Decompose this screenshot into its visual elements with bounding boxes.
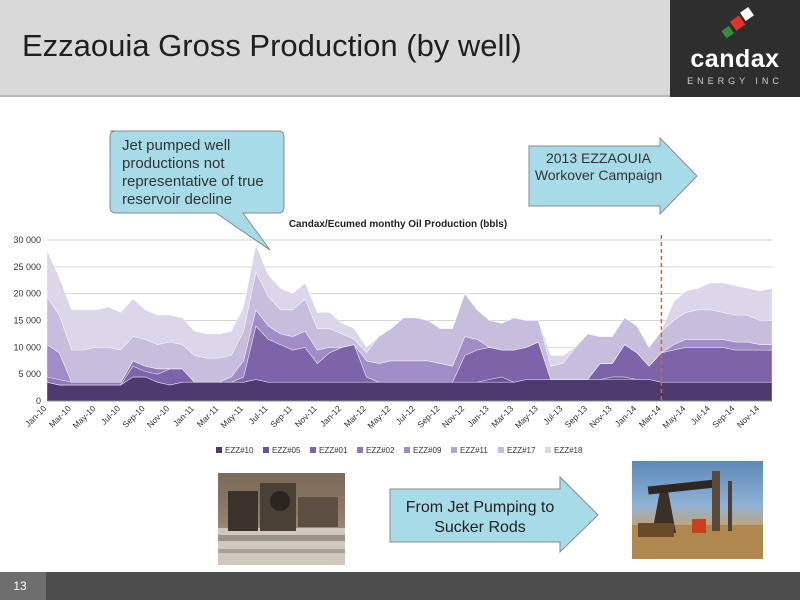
y-tick-label: 0 [36, 396, 41, 406]
header-bar [0, 0, 670, 95]
pumpjack-photo [632, 461, 763, 559]
page-number: 13 [13, 579, 27, 593]
x-tick-label: Sep-11 [268, 403, 294, 429]
footer-bar [0, 572, 800, 600]
logo-name: candax [690, 45, 780, 73]
x-tick-label: Nov-14 [735, 403, 762, 430]
legend-label: EZZ#05 [272, 446, 301, 455]
company-logo: candax ENERGY INC [670, 0, 800, 97]
area-series-ezz18 [46, 244, 773, 367]
x-tick-label: Sep-12 [415, 403, 442, 430]
y-tick-label: 10 000 [13, 342, 41, 352]
jet-pumped-callout-text: Jet pumped well productions not represen… [122, 137, 264, 208]
x-tick-label: Jul-13 [541, 403, 565, 427]
legend-swatch [263, 447, 269, 453]
x-tick-label: Sep-14 [710, 403, 737, 430]
jet-pumped-callout [109, 130, 285, 251]
legend-swatch [498, 447, 504, 453]
x-tick-label: Nov-12 [440, 403, 467, 430]
x-tick-label: Mar-10 [47, 403, 73, 429]
legend-label: EZZ#10 [225, 446, 254, 455]
x-tick-label: Jan-11 [171, 403, 196, 428]
legend-swatch [404, 447, 410, 453]
workover-campaign-text: 2013 EZZAOUIA Workover Campaign [534, 150, 663, 183]
legend-label: EZZ#01 [319, 446, 348, 455]
y-tick-label: 25 000 [13, 262, 41, 272]
x-tick-label: Nov-13 [587, 403, 614, 430]
x-tick-label: Sep-13 [563, 403, 590, 430]
x-tick-label: May-11 [218, 403, 245, 430]
legend-label: EZZ#11 [460, 446, 488, 455]
legend-swatch [545, 447, 551, 453]
x-tick-label: May-12 [365, 403, 392, 430]
legend-label: EZZ#17 [507, 446, 536, 455]
x-tick-label: Nov-11 [293, 403, 319, 429]
header-divider [0, 95, 670, 97]
x-tick-label: Jul-14 [689, 403, 713, 427]
x-tick-label: Jul-12 [394, 403, 418, 427]
sucker-rods-text: From Jet Pumping to Sucker Rods [405, 499, 555, 536]
legend-swatch [310, 447, 316, 453]
slide-title: Ezzaouia Gross Production (by well) [22, 28, 522, 63]
sucker-rods-arrow [389, 475, 599, 554]
x-tick-label: May-14 [660, 403, 687, 430]
logo-mark-icon [721, 7, 754, 39]
x-tick-label: Mar-14 [637, 403, 663, 429]
x-tick-label: Jul-11 [247, 403, 270, 426]
x-tick-label: Mar-13 [489, 403, 515, 429]
jet-pump-photo [218, 473, 345, 565]
y-tick-label: 30 000 [13, 235, 41, 245]
x-tick-label: Jan-13 [465, 403, 491, 429]
y-tick-label: 20 000 [13, 289, 41, 299]
y-tick-label: 15 000 [13, 316, 41, 326]
legend-label: EZZ#09 [413, 446, 442, 455]
x-tick-label: Mar-11 [195, 403, 221, 429]
x-tick-label: Jan-12 [318, 403, 344, 429]
legend-swatch [357, 447, 363, 453]
x-tick-label: Mar-12 [342, 403, 368, 429]
x-tick-label: Jul-10 [99, 403, 123, 427]
page-number-box [0, 572, 46, 600]
logo-subtitle: ENERGY INC [687, 76, 783, 86]
legend-swatch [216, 447, 222, 453]
x-tick-label: Nov-10 [145, 403, 172, 430]
legend-swatch [451, 447, 457, 453]
legend-label: EZZ#02 [366, 446, 395, 455]
x-tick-label: May-10 [70, 403, 97, 430]
x-tick-label: May-13 [513, 403, 540, 430]
workover-campaign-arrow [528, 136, 698, 216]
x-tick-label: Jan-14 [613, 403, 639, 429]
chart-title: Candax/Ecumed monthy Oil Production (bbl… [289, 219, 507, 230]
legend-label: EZZ#18 [554, 446, 583, 455]
x-tick-label: Jan-10 [23, 403, 49, 429]
y-tick-label: 5 000 [18, 369, 41, 379]
x-tick-label: Sep-10 [120, 403, 147, 430]
